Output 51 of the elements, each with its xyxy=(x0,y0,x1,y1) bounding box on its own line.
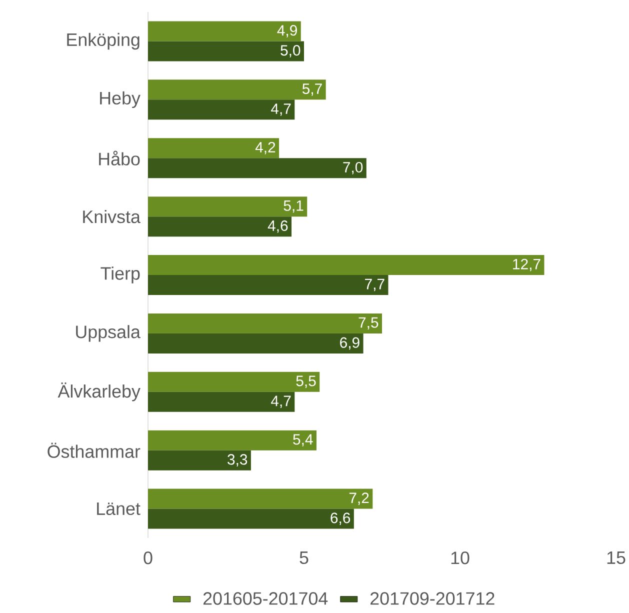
y-tick-label: Uppsala xyxy=(76,325,140,342)
y-tick-label: Älvkarleby xyxy=(58,382,140,402)
data-label: 4,6 xyxy=(268,220,288,233)
data-label: 5,1 xyxy=(284,200,304,213)
y-tick-label: Tierp xyxy=(100,266,140,284)
bar xyxy=(148,488,373,509)
bar xyxy=(148,275,388,296)
legend-label: 201709-201712 xyxy=(370,592,494,605)
bar xyxy=(148,372,320,392)
x-tick-label: 5 xyxy=(300,552,308,564)
data-label: 3,3 xyxy=(228,454,248,467)
data-label: 4,7 xyxy=(271,396,291,408)
y-tick-label: Håbo xyxy=(99,150,140,166)
bar xyxy=(148,508,354,529)
data-label: 4,7 xyxy=(271,104,291,116)
data-label: 5,7 xyxy=(302,84,322,96)
bar xyxy=(148,313,382,334)
data-label: 7,2 xyxy=(349,492,369,505)
bar xyxy=(148,21,301,42)
x-tick-label: 0 xyxy=(144,552,152,564)
bar xyxy=(148,255,544,276)
y-tick-label: Enköping xyxy=(67,32,140,50)
legend-label: 201605-201704 xyxy=(203,592,328,605)
bar xyxy=(148,333,364,354)
data-label: 6,6 xyxy=(330,512,350,525)
bar xyxy=(148,216,292,237)
y-tick-label: Knivsta xyxy=(83,210,140,224)
bar xyxy=(148,158,366,178)
bar xyxy=(148,392,295,412)
y-tick-label: Länet xyxy=(97,502,140,516)
bar xyxy=(148,430,316,450)
bar xyxy=(148,450,251,470)
data-label: 7,7 xyxy=(365,278,384,292)
bar xyxy=(148,41,304,62)
bar xyxy=(148,196,308,217)
x-tick-label: 10 xyxy=(451,552,470,564)
data-label: 6,9 xyxy=(340,337,360,350)
data-label: 4,9 xyxy=(277,25,297,38)
x-tick-label: 15 xyxy=(607,552,626,564)
bar xyxy=(148,80,326,100)
data-label: 5,0 xyxy=(280,45,300,58)
data-label: 4,2 xyxy=(255,142,276,154)
data-label: 7,5 xyxy=(358,317,378,330)
data-label: 5,5 xyxy=(296,376,316,388)
bar xyxy=(148,138,280,158)
data-label: 5,4 xyxy=(293,434,313,446)
data-label: 12,7 xyxy=(513,258,540,272)
bar xyxy=(148,100,295,120)
y-tick-label: Östhammar xyxy=(48,442,140,458)
y-tick-label: Heby xyxy=(100,91,140,108)
data-label: 7,0 xyxy=(343,162,363,174)
